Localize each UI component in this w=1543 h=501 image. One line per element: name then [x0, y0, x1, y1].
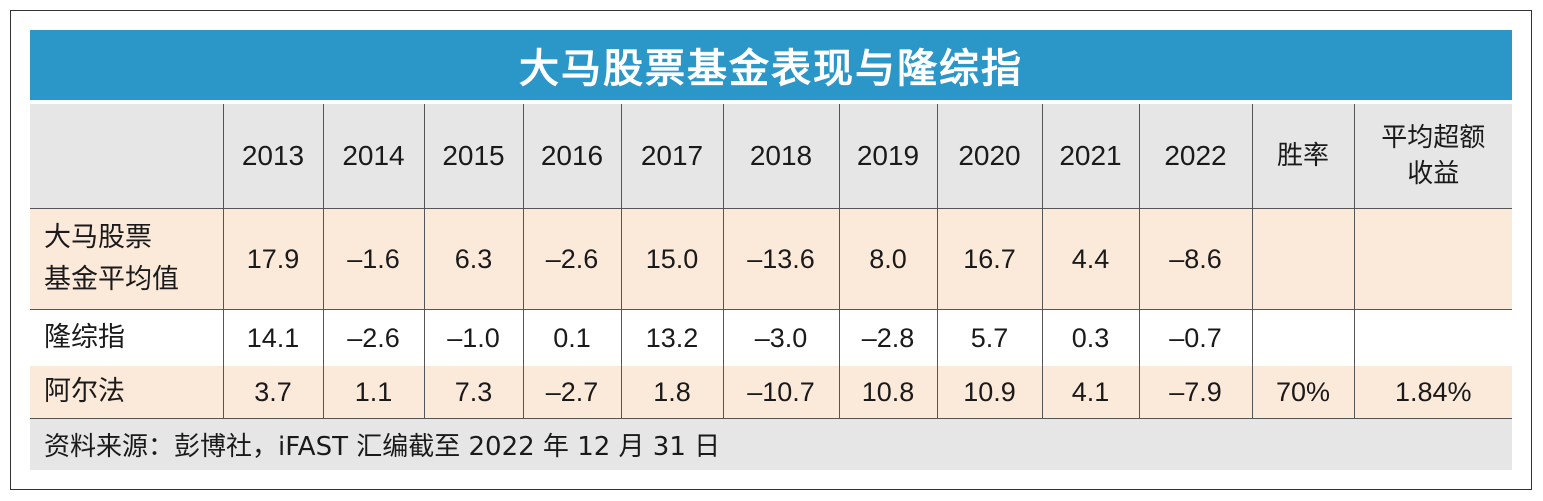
table-cell-excess: 1.84% [1353, 366, 1512, 418]
table-cell: 7.3 [423, 366, 523, 418]
table-cell-excess [1353, 309, 1512, 366]
table-cell: 15.0 [620, 208, 723, 310]
table-cell: 14.1 [222, 309, 323, 366]
header-cell-2020: 2020 [936, 104, 1042, 209]
table-cell-win-rate: 70% [1251, 366, 1354, 418]
table-cell: –1.6 [322, 208, 424, 310]
table-cell-excess [1353, 208, 1512, 310]
table-cell: 17.9 [222, 208, 323, 310]
table-cell: –1.0 [423, 309, 523, 366]
header-cell-2015: 2015 [423, 104, 523, 209]
row-label-fund-average: 大马股票 基金平均值 [30, 208, 223, 310]
table-cell: 10.9 [936, 366, 1042, 418]
table-cell: –2.6 [322, 309, 424, 366]
row-label-line1: 大马股票 [44, 222, 152, 253]
table-cell: 6.3 [423, 208, 523, 310]
header-cell-2013: 2013 [222, 104, 323, 209]
title-bar: 大马股票基金表现与隆综指 [30, 30, 1512, 104]
table-cell: –13.6 [722, 208, 839, 310]
table-cell: –8.6 [1138, 208, 1252, 310]
table-cell: 0.1 [522, 309, 621, 366]
table-row-alpha: 阿尔法 3.7 1.1 7.3 –2.7 1.8 –10.7 10.8 10.9… [30, 366, 1512, 418]
table-cell: 1.1 [322, 366, 424, 418]
header-cell-2014: 2014 [322, 104, 424, 209]
performance-table: 2013 2014 2015 2016 2017 2018 2019 2020 … [30, 104, 1512, 418]
table-cell: –2.8 [838, 309, 937, 366]
table-cell: 8.0 [838, 208, 937, 310]
table-cell: 4.1 [1041, 366, 1139, 418]
header-cell-label [30, 104, 223, 209]
table-cell: 3.7 [222, 366, 323, 418]
header-excess-line1: 平均超额 [1381, 123, 1486, 153]
table-cell-win-rate [1251, 309, 1354, 366]
table-cell: –0.7 [1138, 309, 1252, 366]
row-label-line2: 基金平均值 [44, 264, 179, 295]
table-cell: –3.0 [722, 309, 839, 366]
source-note: 资料来源：彭博社，iFAST 汇编截至 2022 年 12 月 31 日 [30, 418, 1512, 470]
table-cell: 1.8 [620, 366, 723, 418]
table-cell-win-rate [1251, 208, 1354, 310]
row-label-klci: 隆综指 [30, 309, 223, 366]
table-cell: 4.4 [1041, 208, 1139, 310]
table-cell: 16.7 [936, 208, 1042, 310]
table-cell: 0.3 [1041, 309, 1139, 366]
table-cell: –10.7 [722, 366, 839, 418]
header-cell-2022: 2022 [1138, 104, 1252, 209]
table-row-klci: 隆综指 14.1 –2.6 –1.0 0.1 13.2 –3.0 –2.8 5.… [30, 309, 1512, 366]
table-header-row: 2013 2014 2015 2016 2017 2018 2019 2020 … [30, 104, 1512, 209]
header-cell-excess-return: 平均超额 收益 [1353, 104, 1512, 209]
table-cell: –2.7 [522, 366, 621, 418]
header-cell-2018: 2018 [722, 104, 839, 209]
page-title: 大马股票基金表现与隆综指 [519, 46, 1023, 92]
table-cell: 13.2 [620, 309, 723, 366]
table-row-fund-average: 大马股票 基金平均值 17.9 –1.6 6.3 –2.6 15.0 –13.6… [30, 208, 1512, 310]
row-label-alpha: 阿尔法 [30, 366, 223, 418]
chart-panel: 大马股票基金表现与隆综指 2013 2014 2015 2016 2017 20… [30, 30, 1512, 470]
table-cell: 10.8 [838, 366, 937, 418]
table-cell: 5.7 [936, 309, 1042, 366]
header-cell-2021: 2021 [1041, 104, 1139, 209]
header-cell-2016: 2016 [522, 104, 621, 209]
table-cell: –2.6 [522, 208, 621, 310]
table-cell: –7.9 [1138, 366, 1252, 418]
header-cell-2019: 2019 [838, 104, 937, 209]
header-excess-line2: 收益 [1407, 159, 1460, 189]
header-cell-win-rate: 胜率 [1251, 104, 1354, 209]
header-cell-2017: 2017 [620, 104, 723, 209]
